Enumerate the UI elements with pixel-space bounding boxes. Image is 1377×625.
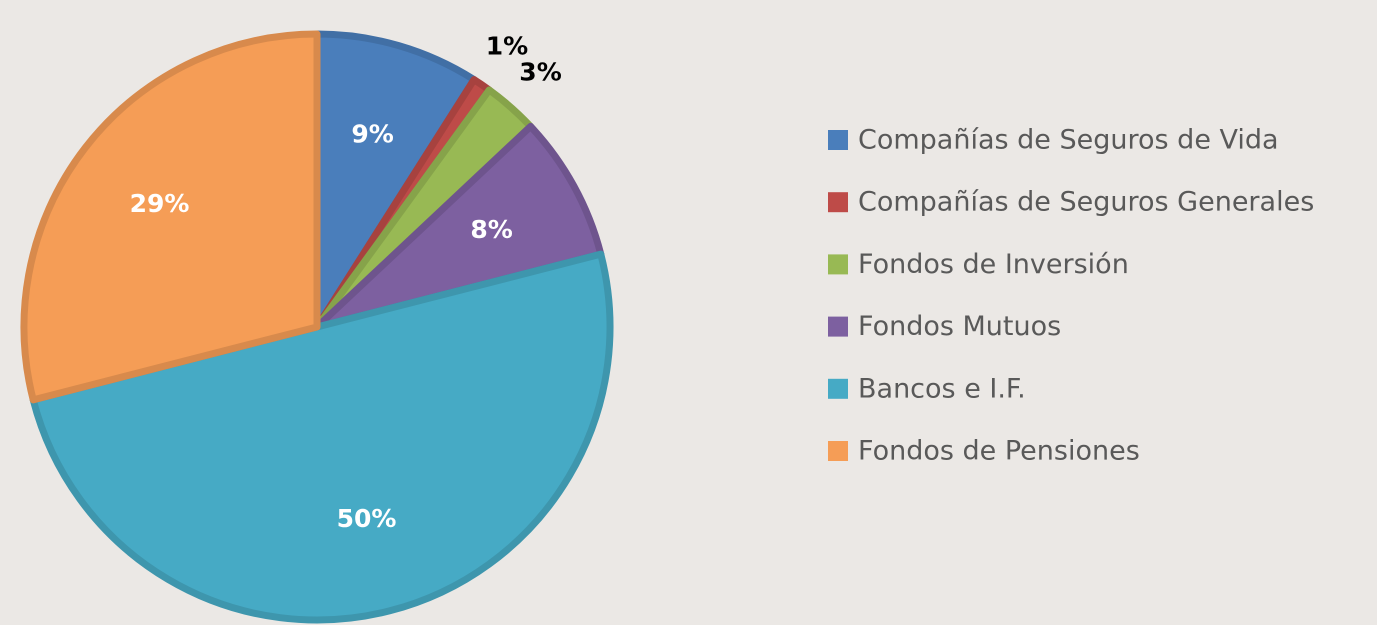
legend-swatch <box>828 254 848 275</box>
data-label: 8% <box>470 215 512 244</box>
data-label: 1% <box>486 31 528 60</box>
pie-slice <box>313 30 478 331</box>
legend-label: Fondos de Pensiones <box>858 436 1140 467</box>
data-label: 50% <box>337 504 397 533</box>
data-label: 29% <box>130 189 190 218</box>
legend-label: Compañías de Seguros Generales <box>858 187 1314 218</box>
legend-swatch <box>828 441 848 461</box>
legend-label: Bancos e I.F. <box>858 373 1026 404</box>
legend-label: Fondos Mutuos <box>858 311 1061 342</box>
pie-slice <box>20 30 321 404</box>
data-label: 3% <box>519 57 561 86</box>
legend-swatch <box>828 316 848 337</box>
legend-swatch <box>828 192 848 213</box>
data-label: 9% <box>351 120 393 149</box>
pie-slice <box>313 122 605 331</box>
legend-label: Fondos de Inversión <box>858 249 1129 280</box>
legend-label: Compañías de Seguros de Vida <box>858 125 1279 156</box>
legend-swatch <box>828 378 848 399</box>
legend-swatch <box>828 130 848 150</box>
pie-slice <box>29 250 614 624</box>
